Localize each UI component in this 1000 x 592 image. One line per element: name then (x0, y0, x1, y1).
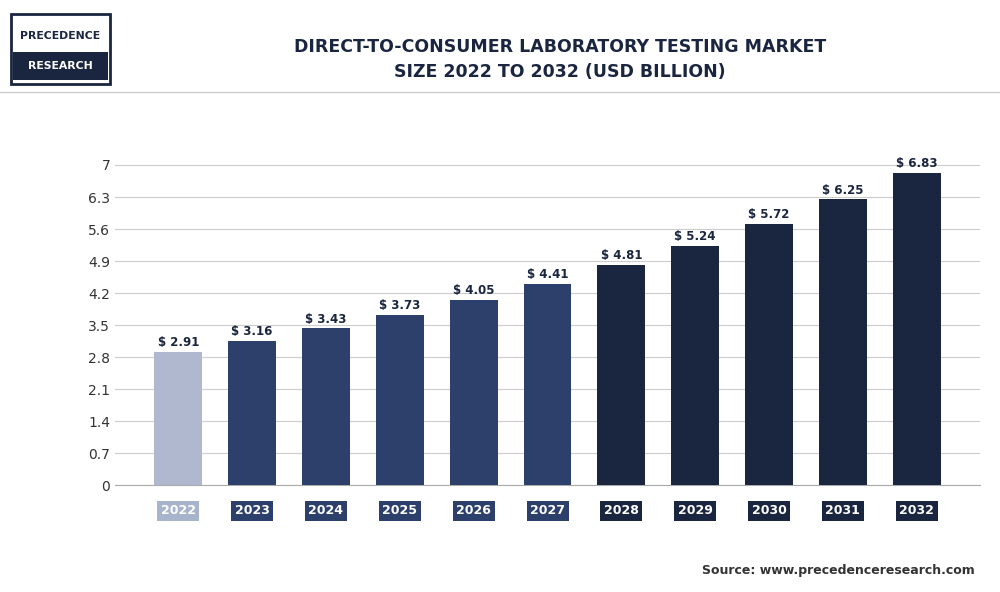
Text: $ 6.83: $ 6.83 (896, 157, 937, 170)
Text: $ 3.73: $ 3.73 (379, 299, 420, 312)
Text: $ 2.91: $ 2.91 (158, 336, 199, 349)
Text: 2023: 2023 (235, 504, 270, 517)
Bar (376, 315, 424, 485)
Text: $ 6.25: $ 6.25 (822, 184, 864, 197)
Bar (228, 341, 276, 485)
Bar (671, 246, 719, 485)
Text: $ 4.05: $ 4.05 (453, 284, 494, 297)
FancyBboxPatch shape (11, 14, 110, 83)
Text: DIRECT-TO-CONSUMER LABORATORY TESTING MARKET
SIZE 2022 TO 2032 (USD BILLION): DIRECT-TO-CONSUMER LABORATORY TESTING MA… (294, 38, 826, 82)
Text: $ 3.16: $ 3.16 (231, 325, 273, 338)
Bar (597, 265, 645, 485)
Text: $ 4.81: $ 4.81 (601, 249, 642, 262)
Text: 2025: 2025 (382, 504, 417, 517)
Bar (450, 300, 498, 485)
Bar (893, 173, 941, 485)
Bar (524, 284, 571, 485)
Text: $ 5.72: $ 5.72 (748, 208, 790, 221)
Text: 2027: 2027 (530, 504, 565, 517)
Text: 2032: 2032 (899, 504, 934, 517)
Text: $ 4.41: $ 4.41 (527, 268, 568, 281)
Text: PRECEDENCE: PRECEDENCE (20, 31, 101, 40)
Bar (302, 329, 350, 485)
Text: 2024: 2024 (308, 504, 343, 517)
Bar (154, 352, 202, 485)
Bar (819, 200, 867, 485)
Text: 2026: 2026 (456, 504, 491, 517)
Text: Source: www.precedenceresearch.com: Source: www.precedenceresearch.com (702, 564, 975, 577)
Text: RESEARCH: RESEARCH (28, 61, 93, 71)
Text: 2022: 2022 (161, 504, 196, 517)
FancyBboxPatch shape (13, 52, 108, 80)
Text: 2029: 2029 (678, 504, 713, 517)
Bar (745, 224, 793, 485)
Text: 2031: 2031 (825, 504, 860, 517)
Text: $ 3.43: $ 3.43 (305, 313, 347, 326)
Text: $ 5.24: $ 5.24 (674, 230, 716, 243)
Text: 2028: 2028 (604, 504, 639, 517)
Text: 2030: 2030 (752, 504, 786, 517)
